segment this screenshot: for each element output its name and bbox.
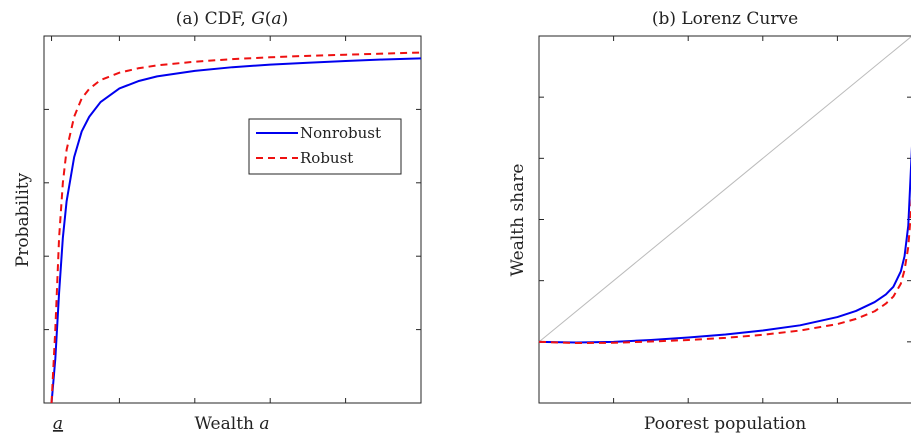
cdf-x-axis-label: Wealth a	[194, 414, 269, 434]
legend-label-nonrobust: Nonrobust	[300, 124, 381, 142]
legend-label-robust: Robust	[300, 149, 353, 167]
cdf-lines	[50, 51, 422, 404]
lorenz-series-45-degree-line	[538, 36, 911, 343]
lorenz-ticks	[539, 35, 911, 403]
panel-lorenz: (b) Lorenz Curve Poorest population Weal…	[508, 9, 911, 434]
cdf-series-nonrobust	[50, 57, 422, 404]
lorenz-title: (b) Lorenz Curve	[652, 9, 798, 29]
cdf-legend-box	[248, 118, 402, 175]
lorenz-y-axis-label: Wealth share	[508, 164, 528, 277]
cdf-plot-frame	[43, 35, 422, 404]
lorenz-series-nonrobust	[538, 146, 911, 344]
cdf-title: (a) CDF, G(a)	[176, 9, 288, 29]
cdf-title-text: (a) CDF, G(a)	[176, 9, 288, 29]
panel-cdf: (a) CDF, G(a) a Wealth a Probability Non…	[13, 9, 422, 434]
lorenz-plot-frame	[538, 35, 911, 404]
lorenz-x-axis-label: Poorest population	[644, 414, 806, 434]
lorenz-series-robust	[538, 198, 911, 345]
lorenz-title-text: (b) Lorenz Curve	[652, 9, 798, 29]
cdf-x-tick-label: a	[53, 414, 63, 434]
cdf-y-axis-label: Probability	[13, 172, 33, 267]
lorenz-lines	[538, 36, 911, 345]
cdf-legend: Nonrobust Robust	[248, 118, 402, 175]
cdf-series-robust	[50, 51, 422, 404]
cdf-ticks	[44, 35, 422, 403]
